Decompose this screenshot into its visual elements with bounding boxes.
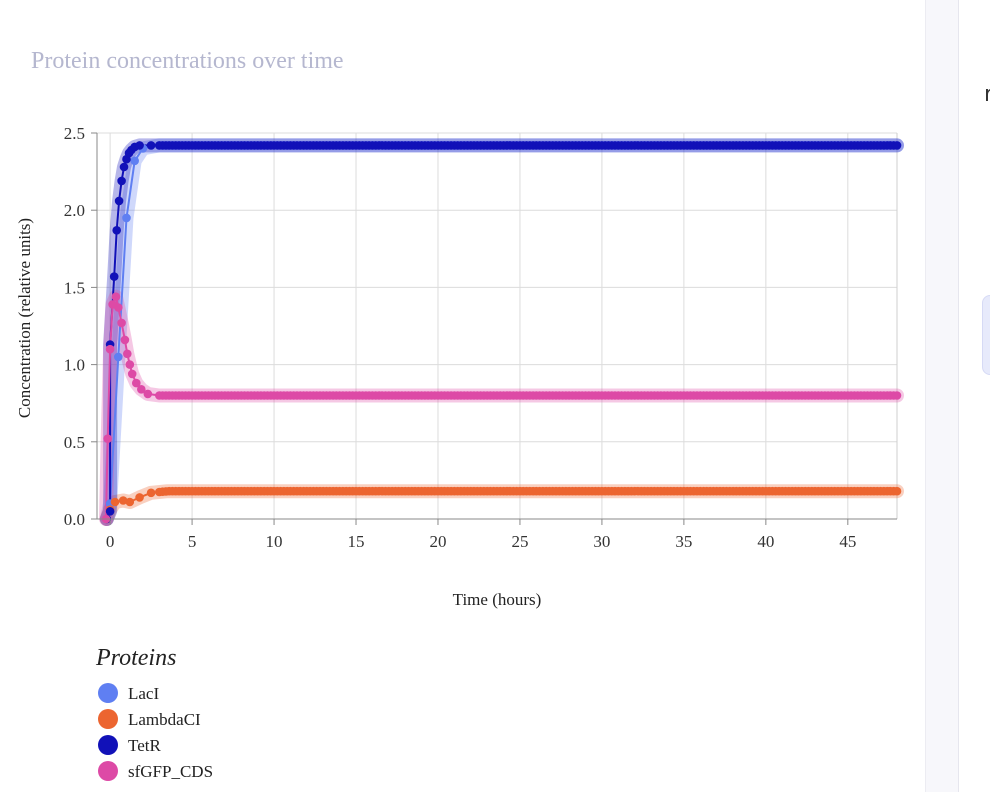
point-tetr	[117, 176, 126, 186]
y-axis-title: Concentration (relative units)	[15, 218, 34, 418]
confidence-bands	[99, 138, 904, 526]
point-sfgfp-cds	[123, 349, 132, 359]
point-tetr	[146, 141, 156, 150]
legend-swatch-laci	[98, 683, 118, 703]
chart-panel: Protein concentrations over time 0 5 10 15 2…	[15, 48, 904, 781]
point-lambdaci	[146, 488, 156, 498]
point-sfgfp-cds	[120, 335, 130, 345]
point-sfgfp-cds	[137, 385, 146, 394]
side-panel-inner	[958, 0, 990, 792]
x-tick-label: 15	[348, 532, 365, 551]
legend-label-lambdaci: LambdaCI	[128, 710, 201, 729]
point-tetr	[109, 272, 119, 281]
legend-label-laci: LacI	[128, 684, 159, 703]
legend-swatch-lambdaci	[98, 709, 118, 729]
point-sfgfp-cds	[132, 378, 141, 388]
point-sfgfp-cds	[111, 292, 121, 302]
grid-layer	[97, 132, 898, 520]
series-lines	[105, 144, 898, 520]
point-tetr	[119, 162, 129, 172]
legend-swatch-tetr	[98, 735, 118, 755]
point-sfgfp-cds	[103, 434, 112, 444]
point-sfgfp-cds	[117, 318, 126, 328]
point-tetr	[112, 226, 121, 235]
protein-chart: Protein concentrations over time 0 5 10 15 2…	[15, 48, 904, 781]
point-tetr	[114, 196, 124, 206]
point-laci	[130, 156, 139, 166]
y-tick-label: 0.5	[64, 433, 85, 452]
x-tick-label: 40	[757, 532, 774, 551]
legend-label-sfgfp-cds: sfGFP_CDS	[128, 762, 213, 781]
point-lambdaci	[892, 486, 902, 496]
point-sfgfp-cds	[125, 360, 135, 369]
x-tick-label: 0	[106, 532, 115, 551]
point-lambdaci	[110, 497, 120, 507]
point-lambdaci	[118, 496, 128, 505]
point-sfgfp-cds	[105, 344, 115, 354]
axes: 0 5 10 15 20 25 30 35 40 45 0.0 0.5 1.0 1.5 2.0 2.5	[64, 124, 897, 551]
y-tick-label: 1.0	[64, 356, 85, 375]
point-laci	[122, 213, 131, 223]
x-tick-label: 20	[429, 532, 446, 551]
point-laci	[114, 352, 123, 362]
point-sfgfp-cds	[114, 303, 123, 312]
band-laci	[99, 138, 904, 526]
y-tick-label: 1.5	[64, 278, 85, 297]
x-tick-label: 35	[675, 532, 692, 551]
point-tetr	[892, 141, 902, 150]
point-lambdaci	[135, 493, 144, 502]
chart-title: Protein concentrations over time	[31, 48, 344, 74]
legend: Proteins LacI LambdaCI TetR sfGFP_CDS	[95, 645, 213, 781]
point-sfgfp-cds	[892, 391, 902, 400]
x-axis-title: Time (hours)	[453, 590, 542, 609]
x-tick-label: 5	[188, 532, 197, 551]
y-tick-label: 0.0	[64, 510, 85, 529]
line-tetr	[105, 144, 898, 520]
x-tick-label: 45	[839, 532, 856, 551]
point-tetr	[105, 507, 115, 516]
point-lambdaci	[125, 497, 135, 507]
x-tick-label: 30	[593, 532, 610, 551]
x-tick-label: 25	[511, 532, 528, 551]
point-sfgfp-cds	[127, 369, 137, 379]
point-sfgfp-cds	[143, 389, 153, 399]
legend-items: LacI LambdaCI TetR sfGFP_CDS	[98, 683, 213, 781]
side-panel	[925, 0, 990, 792]
side-panel-card[interactable]	[982, 295, 990, 375]
point-tetr	[135, 141, 144, 150]
y-tick-label: 2.5	[64, 124, 85, 143]
side-panel-text: r	[984, 82, 990, 107]
legend-label-tetr: TetR	[128, 736, 161, 755]
line-laci	[105, 144, 898, 520]
legend-swatch-sfgfp-cds	[98, 761, 118, 781]
legend-title: Proteins	[95, 645, 176, 671]
y-tick-label: 2.0	[64, 201, 85, 220]
x-tick-label: 10	[266, 532, 283, 551]
data-points	[101, 141, 902, 524]
band-tetr	[99, 138, 904, 526]
